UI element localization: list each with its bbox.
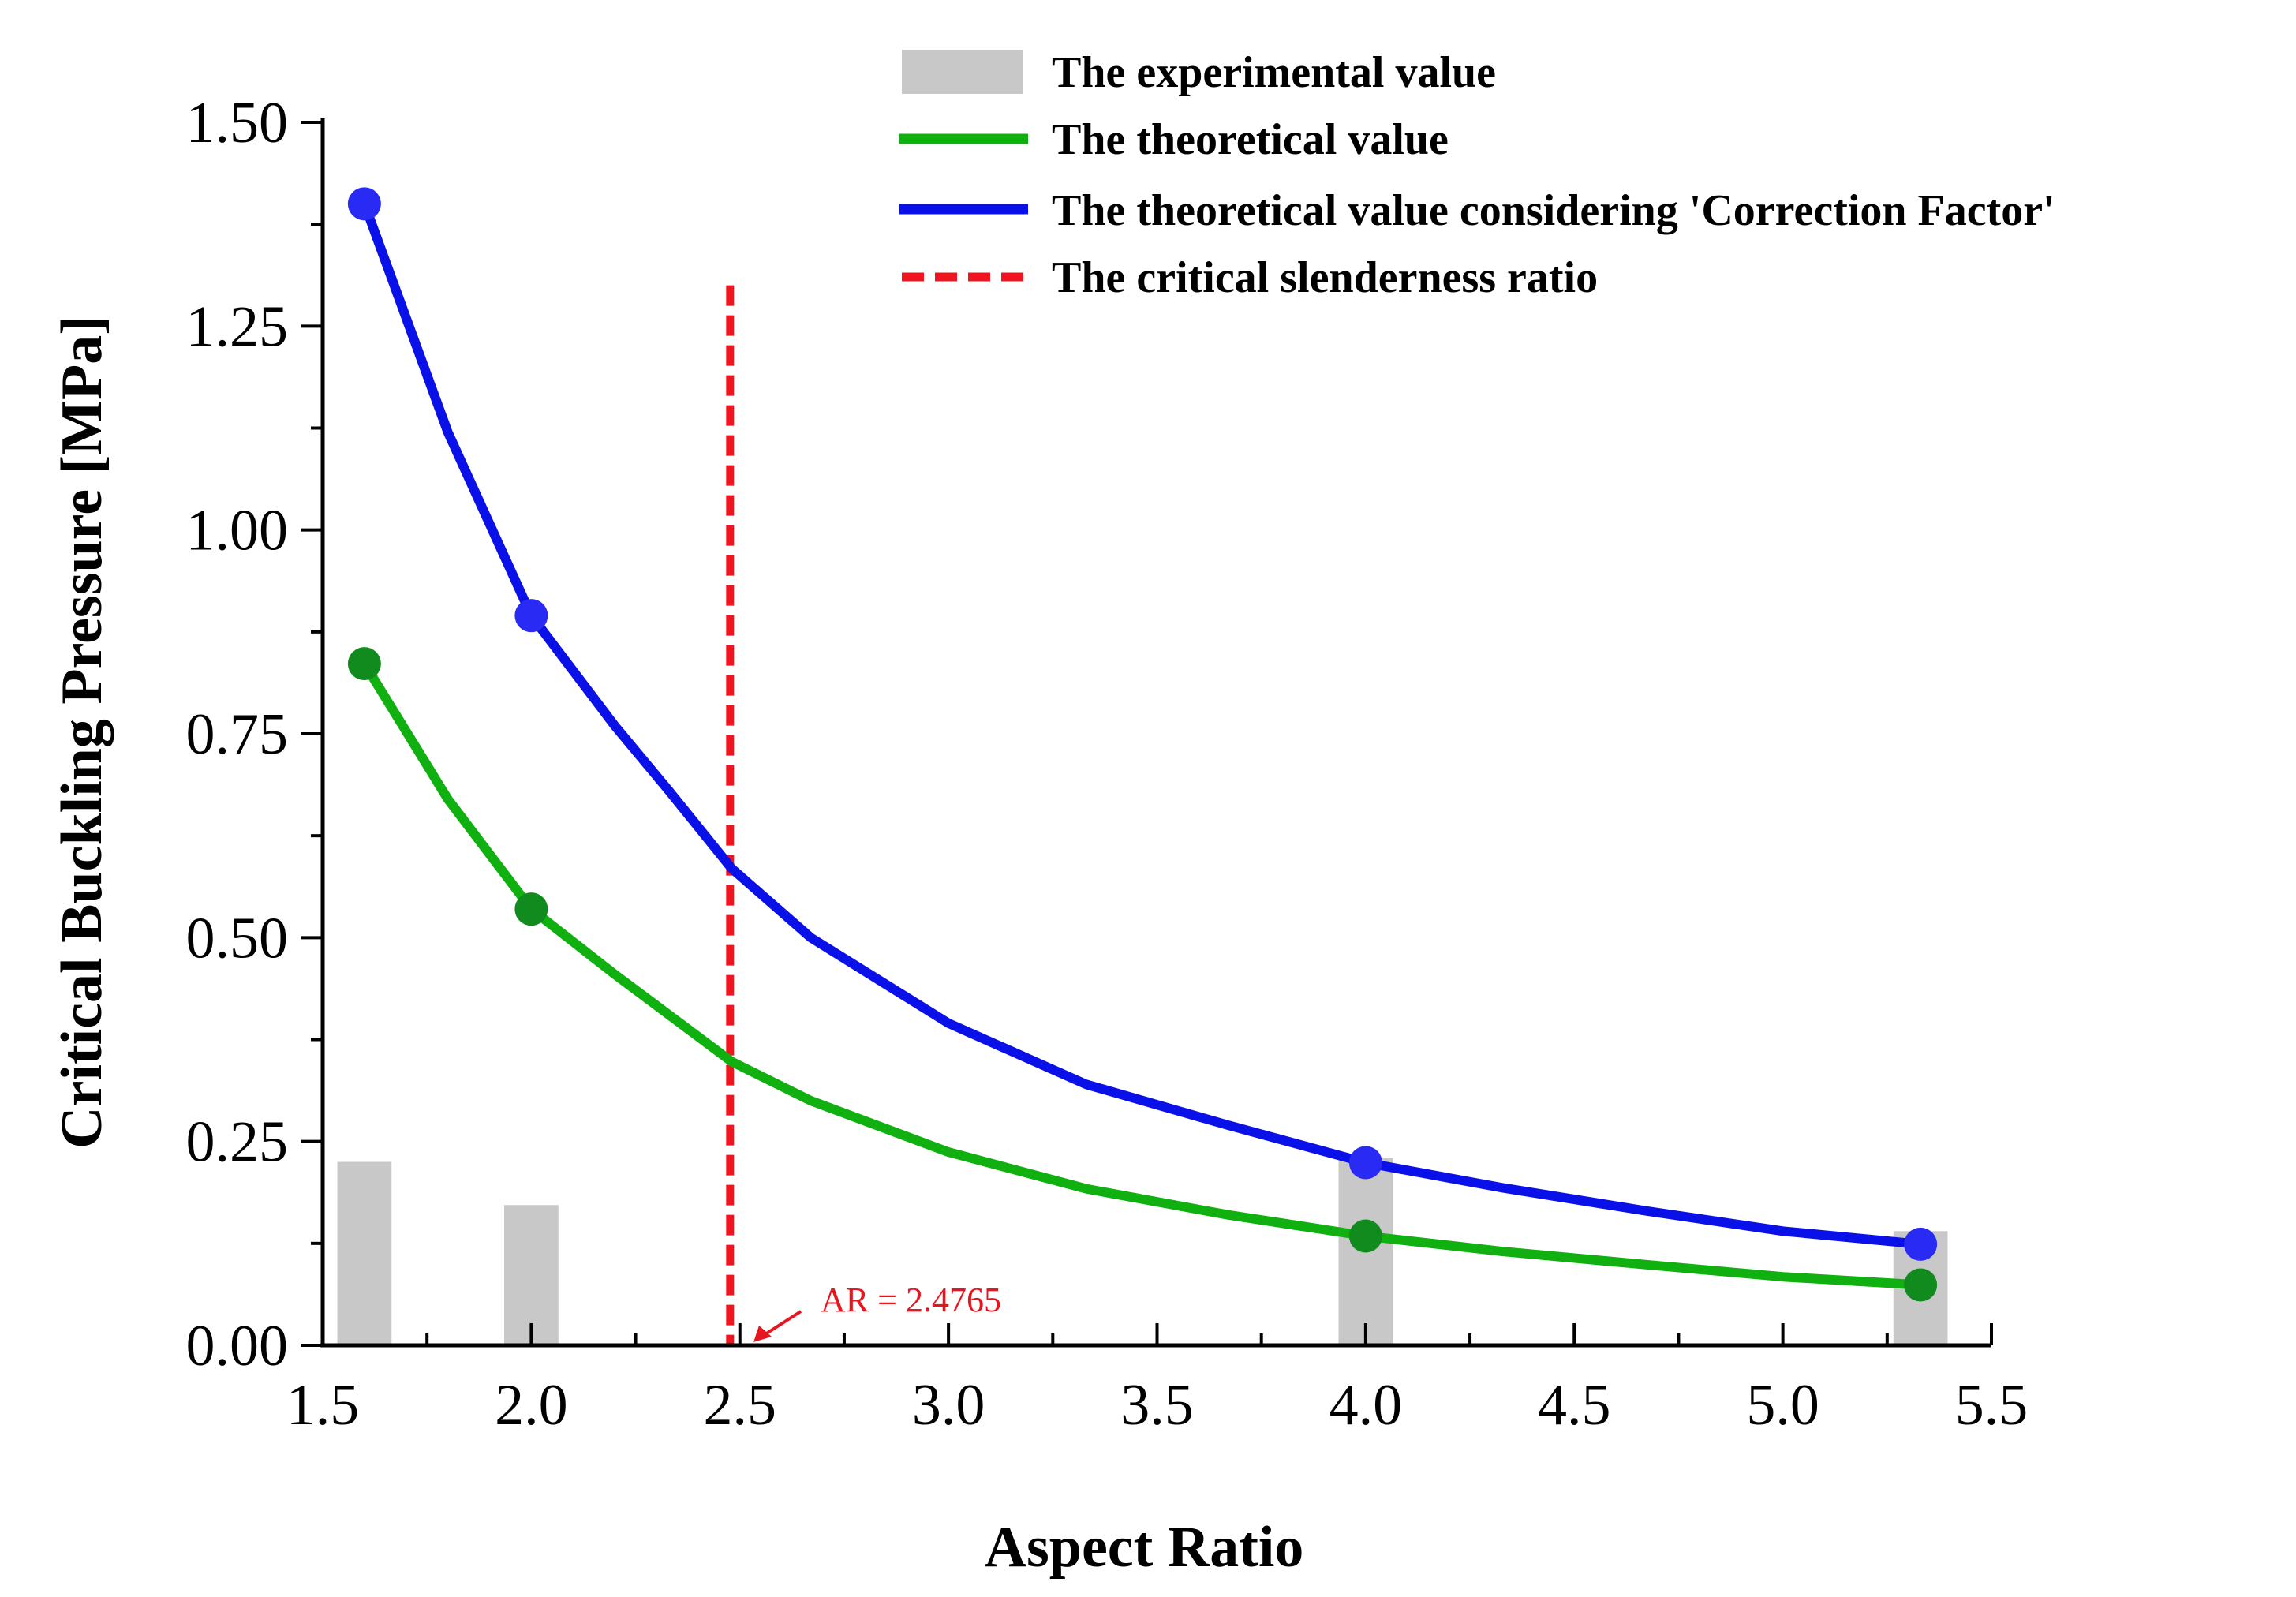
x-tick-label: 3.0 [912, 1373, 985, 1438]
x-tick-label: 4.0 [1329, 1373, 1403, 1438]
corrected-point [1348, 1146, 1382, 1180]
theoretical-point [1904, 1268, 1938, 1302]
experimental-bars [337, 1158, 1948, 1345]
x-tick-label: 5.5 [1955, 1373, 2029, 1438]
y-axis-title: Critical Buckling Pressure [MPa] [50, 316, 114, 1149]
x-ticks: 1.5 2.0 2.5 3.0 3.5 4.0 4.5 5.0 5.5 [286, 1323, 2029, 1438]
critical-ratio-annotation: AR = 2.4765 [753, 1281, 1001, 1342]
corrected-point [514, 599, 548, 633]
x-tick-label: 4.5 [1538, 1373, 1611, 1438]
theoretical-point [1348, 1219, 1382, 1253]
legend-swatch-experimental [902, 50, 1023, 94]
y-tick-label: 0.25 [186, 1110, 289, 1175]
y-ticks: 0.00 0.25 0.50 0.75 1.00 1.25 1.50 [186, 91, 323, 1378]
legend-label-theoretical: The theoretical value [1052, 115, 1449, 164]
corrected-point [347, 187, 381, 221]
theory-lines [359, 199, 1926, 1290]
x-axis-title: Aspect Ratio [985, 1515, 1304, 1580]
x-tick-label: 1.5 [286, 1373, 360, 1438]
theory-markers [347, 187, 1938, 1302]
annotation-arrow-head [753, 1326, 772, 1342]
legend-label-corrected: The theoretical value considering 'Corre… [1052, 186, 2055, 235]
x-tick-label: 2.0 [495, 1373, 568, 1438]
theoretical-point [347, 647, 381, 681]
y-tick-label: 1.50 [186, 91, 289, 155]
experimental-bar [337, 1161, 392, 1345]
y-tick-label: 1.00 [186, 499, 289, 563]
x-tick-label: 5.0 [1746, 1373, 1819, 1438]
legend: The experimental value The theoretical v… [899, 48, 2055, 302]
annotation-text: AR = 2.4765 [821, 1281, 1001, 1319]
legend-label-experimental: The experimental value [1052, 48, 1496, 97]
legend-label-critical: The critical slenderness ratio [1052, 253, 1598, 302]
corrected-point [1904, 1227, 1938, 1261]
y-tick-label: 0.00 [186, 1314, 289, 1378]
theoretical-line [359, 659, 1926, 1290]
x-tick-label: 2.5 [704, 1373, 777, 1438]
y-tick-label: 0.50 [186, 906, 289, 971]
theoretical-point [514, 892, 548, 926]
y-tick-label: 1.25 [186, 294, 289, 359]
corrected-line [359, 199, 1926, 1249]
y-tick-label: 0.75 [186, 702, 289, 767]
experimental-bar [504, 1205, 559, 1345]
x-tick-label: 3.5 [1120, 1373, 1194, 1438]
